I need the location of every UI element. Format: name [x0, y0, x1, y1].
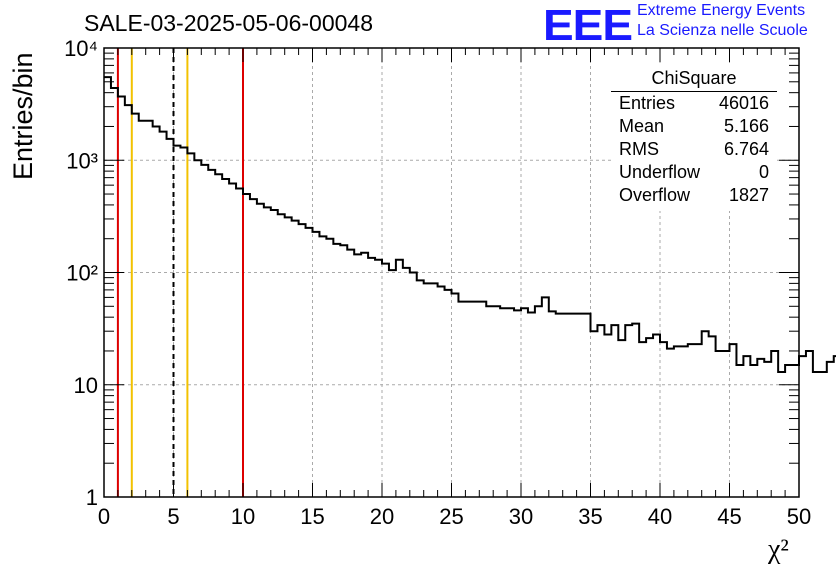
stats-value: 1827: [728, 185, 769, 205]
reference-lines: [116, 48, 244, 497]
x-tick-label: 40: [648, 504, 672, 529]
y-tick-label: 10: [74, 373, 98, 398]
y-tick-label: 1: [86, 485, 98, 510]
y-axis-label: Entries/bin: [8, 52, 38, 180]
x-tick-label: 45: [717, 504, 741, 529]
x-tick-label: 15: [300, 504, 324, 529]
stats-label: RMS: [619, 139, 659, 159]
x-tick-label: 5: [167, 504, 179, 529]
stats-box: ChiSquare Entries 46016 Mean 5.166 RMS 6…: [611, 65, 777, 211]
y-tick-label: 10³: [66, 148, 98, 173]
stats-label: Overflow: [619, 185, 691, 205]
stats-row-entries: Entries 46016: [611, 92, 777, 115]
stats-row-underflow: Underflow 0: [611, 161, 777, 184]
stats-label: Mean: [619, 116, 665, 136]
x-tick-label: 25: [439, 504, 463, 529]
x-tick-label: 35: [578, 504, 602, 529]
stats-label: Entries: [619, 93, 676, 113]
stats-value: 46016: [718, 93, 769, 113]
logo-text-line2: La Scienza nelle Scuole: [637, 22, 808, 39]
x-tick-label: 50: [787, 504, 811, 529]
histogram-outline: [104, 76, 836, 373]
x-tick-labels: 0 5 10 15 20 25 30 35 40 45 50: [98, 504, 811, 529]
stats-row-overflow: Overflow 1827: [611, 184, 777, 207]
x-tick-label: 0: [98, 504, 110, 529]
y-tick-label: 10⁴: [64, 36, 98, 61]
stats-label: Underflow: [619, 162, 701, 182]
stats-value: 6.764: [723, 139, 769, 159]
axis-ticks: [103, 48, 800, 498]
y-tick-label: 10²: [66, 261, 98, 286]
stats-value: 5.166: [723, 116, 769, 136]
logo-text-line1: Extreme Energy Events: [637, 2, 806, 19]
x-tick-label: 20: [370, 504, 394, 529]
x-tick-label: 30: [509, 504, 533, 529]
eee-logo: EEE: [543, 0, 633, 50]
histogram-bins: [104, 76, 836, 373]
stats-row-rms: RMS 6.764: [611, 138, 777, 161]
stats-row-mean: Mean 5.166: [611, 115, 777, 138]
x-tick-label: 10: [231, 504, 255, 529]
chart-title: SALE-03-2025-05-06-00048: [84, 10, 373, 36]
x-axis-label: χ²: [768, 534, 789, 565]
stats-title: ChiSquare: [611, 65, 777, 92]
y-tick-labels: 1 10 10² 10³ 10⁴: [64, 36, 98, 510]
stats-value: 0: [758, 162, 769, 182]
